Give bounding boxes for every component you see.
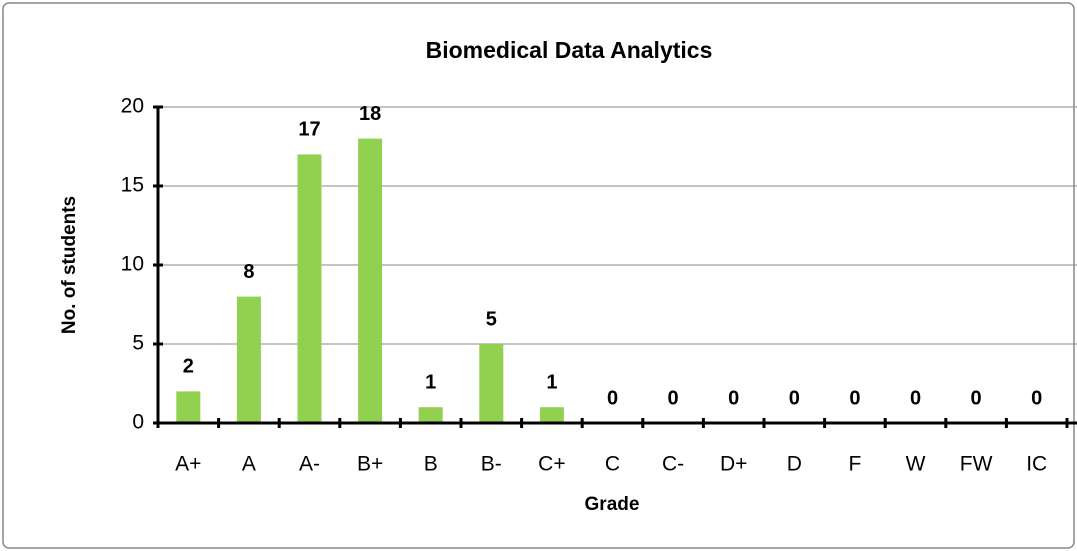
data-label: 0 [849,387,860,409]
x-tick-label: D+ [720,453,747,476]
data-label: 0 [789,387,800,409]
data-label: 0 [728,387,739,409]
x-tick-label: IC [1026,453,1047,476]
bar [539,407,564,423]
y-tick-label: 0 [132,411,144,434]
x-tick-label: C+ [538,453,565,476]
x-tick-label: FW [960,453,993,476]
x-tick-label: A- [299,453,320,476]
data-label: 2 [183,356,194,378]
chart-title: Biomedical Data Analytics [426,37,713,63]
data-label: 18 [359,103,381,125]
x-tick-label: B [424,453,438,476]
y-tick-label: 15 [121,174,144,197]
y-tick-label: 5 [132,332,144,355]
data-label: 1 [425,371,436,393]
data-label: 0 [971,387,982,409]
data-label: 5 [486,308,497,330]
x-tick-label: D [787,453,802,476]
data-label: 8 [243,261,254,283]
data-label: 0 [910,387,921,409]
bar [479,344,504,423]
x-tick-label: A+ [175,453,201,476]
bar [358,138,383,423]
data-label: 0 [607,387,618,409]
bar [176,391,201,423]
x-tick-label: F [848,453,861,476]
x-tick-label: C [605,453,620,476]
x-tick-label: C- [662,453,684,476]
y-tick-label: 20 [121,95,144,118]
data-label: 17 [298,119,320,141]
x-axis-title: Grade [585,494,640,515]
y-tick-label: 10 [121,253,144,276]
x-tick-label: B+ [357,453,383,476]
x-tick-label: W [906,453,926,476]
x-tick-label: A [242,453,256,476]
y-axis-title: No. of students [59,196,80,334]
data-label: 1 [546,371,557,393]
bar [297,154,322,423]
bar [418,407,443,423]
x-tick-label: B- [481,453,502,476]
data-label: 0 [668,387,679,409]
bar [236,296,261,423]
data-label: 0 [1031,387,1042,409]
